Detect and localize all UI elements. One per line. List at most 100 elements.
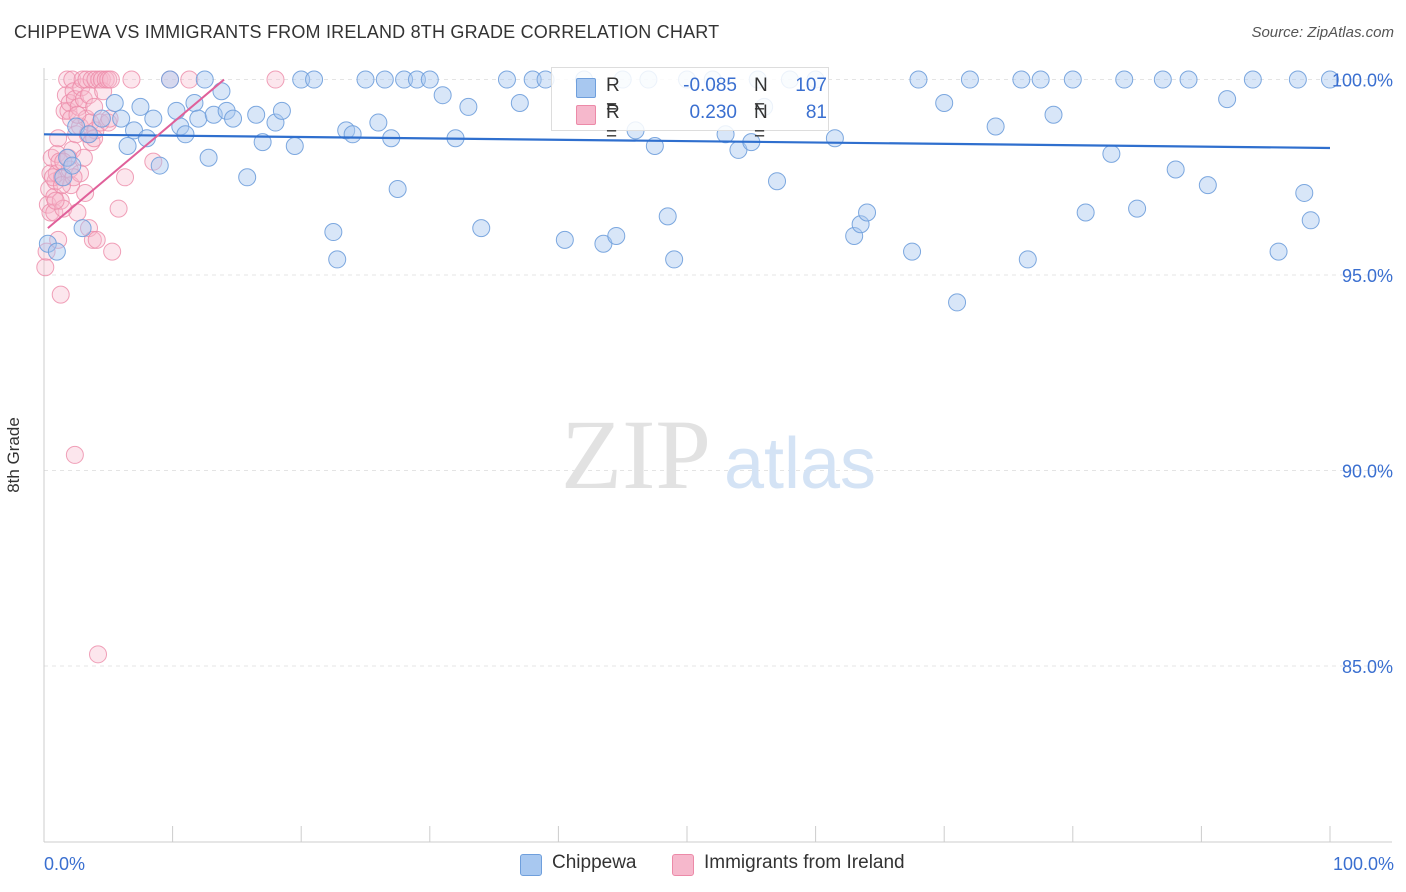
- data-point-chippewa: [1044, 105, 1063, 124]
- n-value: 107: [795, 75, 827, 96]
- data-point-ireland: [80, 86, 99, 105]
- r-value: 0.230: [689, 102, 737, 123]
- data-point-chippewa: [459, 97, 478, 116]
- x-tick-label-right: 100.0%: [1333, 854, 1394, 874]
- data-point-chippewa: [199, 148, 218, 167]
- data-point-chippewa: [212, 82, 231, 101]
- legend-label-ireland: Immigrants from Ireland: [704, 852, 905, 873]
- legend-swatch-chippewa: [520, 854, 542, 876]
- data-point-chippewa: [356, 70, 375, 89]
- data-point-chippewa: [607, 226, 626, 245]
- data-point-ireland: [89, 645, 108, 664]
- data-point-chippewa: [1012, 70, 1031, 89]
- data-point-ireland: [109, 199, 128, 218]
- data-point-chippewa: [768, 172, 787, 191]
- trend-line-chippewa: [43, 133, 1331, 150]
- data-point-chippewa: [161, 70, 180, 89]
- data-point-chippewa: [1321, 70, 1339, 89]
- data-point-chippewa: [1115, 70, 1134, 89]
- data-point-chippewa: [105, 94, 124, 113]
- data-point-chippewa: [131, 97, 150, 116]
- data-point-chippewa: [1301, 211, 1320, 230]
- data-point-chippewa: [63, 156, 82, 175]
- data-point-chippewa: [851, 215, 870, 234]
- data-point-chippewa: [73, 219, 92, 238]
- data-point-chippewa: [1018, 250, 1037, 269]
- data-point-chippewa: [1063, 70, 1082, 89]
- data-point-ireland: [180, 70, 199, 89]
- data-point-chippewa: [1269, 242, 1288, 261]
- data-point-chippewa: [395, 70, 414, 89]
- n-value: 81: [805, 102, 827, 123]
- data-point-chippewa: [909, 70, 928, 89]
- data-point-chippewa: [369, 113, 388, 132]
- r-label: R =: [606, 75, 620, 118]
- y-tick-label: 90.0%: [1342, 462, 1393, 482]
- y-tick-label: 100.0%: [1332, 71, 1393, 91]
- data-point-chippewa: [935, 94, 954, 113]
- data-point-chippewa: [407, 70, 426, 89]
- data-point-chippewa: [224, 109, 243, 128]
- data-point-ireland: [58, 70, 77, 89]
- data-point-ireland: [87, 230, 106, 249]
- data-point-ireland: [103, 242, 122, 261]
- data-point-ireland: [122, 70, 141, 89]
- data-point-chippewa: [195, 70, 214, 89]
- data-point-chippewa: [118, 137, 137, 156]
- data-point-chippewa: [1076, 203, 1095, 222]
- data-point-chippewa: [523, 70, 542, 89]
- data-point-chippewa: [420, 70, 439, 89]
- data-point-chippewa: [472, 219, 491, 238]
- x-tick-labels: 0.0% 100.0%: [44, 854, 1394, 874]
- x-tick-label-left: 0.0%: [44, 854, 85, 874]
- data-point-chippewa: [845, 226, 864, 245]
- data-point-chippewa: [272, 101, 291, 120]
- data-point-ireland: [65, 445, 84, 464]
- r-value: -0.085: [683, 75, 737, 96]
- data-point-ireland: [266, 70, 285, 89]
- data-point-chippewa: [1198, 176, 1217, 195]
- trend-lines: [43, 78, 1331, 229]
- stats-legend: R = -0.085 N = 107 R = 0.230 N = 81: [551, 67, 829, 145]
- data-point-chippewa: [189, 109, 208, 128]
- data-point-ireland: [37, 242, 56, 261]
- data-point-chippewa: [112, 109, 131, 128]
- grid-lines: [44, 79, 1392, 667]
- data-point-chippewa: [324, 223, 343, 242]
- data-point-chippewa: [510, 94, 529, 113]
- data-point-chippewa: [388, 180, 407, 199]
- data-point-chippewa: [247, 105, 266, 124]
- data-point-chippewa: [47, 242, 66, 261]
- data-point-chippewa: [986, 117, 1005, 136]
- source-credit: Source: ZipAtlas.com: [1251, 24, 1394, 41]
- data-point-chippewa: [253, 133, 272, 152]
- data-point-ireland: [51, 285, 70, 304]
- data-point-chippewa: [497, 70, 516, 89]
- y-axis-label: 8th Grade: [4, 417, 23, 493]
- data-point-chippewa: [433, 86, 452, 105]
- watermark-zip: ZIP: [561, 399, 711, 510]
- data-point-chippewa: [658, 207, 677, 226]
- data-point-chippewa: [1243, 70, 1262, 89]
- data-point-ireland: [116, 168, 135, 187]
- y-tick-label: 95.0%: [1342, 266, 1393, 286]
- data-point-chippewa: [176, 125, 195, 144]
- data-point-ireland: [49, 129, 68, 148]
- data-point-ireland: [77, 70, 96, 89]
- data-point-chippewa: [285, 137, 304, 156]
- trend-line-ireland: [47, 78, 225, 229]
- legend-swatch-chippewa: [576, 78, 596, 98]
- data-point-chippewa: [375, 70, 394, 89]
- watermark-atlas: atlas: [724, 424, 876, 504]
- data-point-chippewa: [948, 293, 967, 312]
- data-point-ireland: [68, 203, 87, 222]
- data-point-chippewa: [238, 168, 257, 187]
- data-point-chippewa: [343, 125, 362, 144]
- data-point-chippewa: [150, 156, 169, 175]
- data-point-chippewa: [1128, 199, 1147, 218]
- data-point-ireland: [36, 258, 55, 277]
- y-tick-label: 85.0%: [1342, 657, 1393, 677]
- data-point-chippewa: [1295, 183, 1314, 202]
- data-point-ireland: [46, 191, 65, 210]
- data-point-ireland: [101, 70, 120, 89]
